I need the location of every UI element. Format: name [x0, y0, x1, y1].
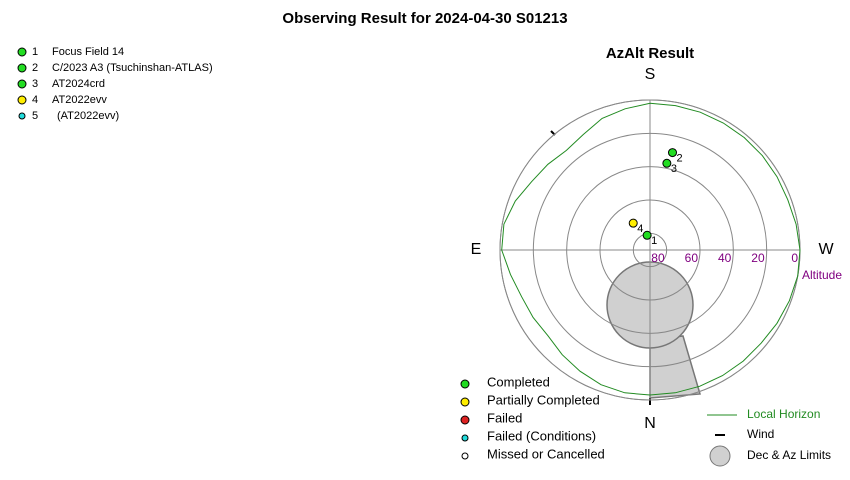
r-tick-label: 20 [751, 251, 765, 265]
target-marker [18, 112, 26, 120]
legend-label: Dec & Az Limits [747, 448, 831, 462]
legend-marker [461, 434, 469, 442]
legend-label: Partially Completed [487, 392, 600, 407]
horizon [501, 102, 801, 396]
target-name: C/2023 A3 (Tsuchinshan-ATLAS) [52, 62, 213, 74]
point-label: 2 [676, 152, 682, 164]
r-tick-label: 80 [651, 251, 665, 265]
legend-marker [461, 452, 469, 460]
r-tick-label: 0 [791, 251, 798, 265]
legend-label: Completed [487, 374, 550, 389]
legend-label: Missed or Cancelled [487, 446, 605, 461]
target-name: AT2022evv [52, 94, 107, 106]
target-number: 4 [32, 94, 38, 106]
chart-title: AzAlt Result [606, 45, 694, 62]
dir-label: W [818, 241, 834, 258]
target-number: 3 [32, 78, 38, 90]
target-name: Focus Field 14 [52, 46, 124, 58]
legend-marker [460, 397, 470, 407]
plot: 80 60 40 20 0 [499, 99, 801, 401]
target-name: (AT2022evv) [57, 110, 119, 122]
point-label: 1 [651, 235, 657, 247]
target-point [642, 230, 652, 240]
legend-label: Wind [747, 427, 774, 441]
target-marker [17, 63, 27, 73]
target-number: 2 [32, 62, 38, 74]
target-marker [17, 47, 27, 57]
target-number: 1 [32, 46, 38, 58]
legend-label: Failed (Conditions) [487, 428, 596, 443]
target-marker [17, 79, 27, 89]
point-label: 3 [671, 163, 677, 175]
legend-label: Local Horizon [747, 407, 820, 421]
page-title: Observing Result for 2024-04-30 S01213 [282, 10, 567, 27]
target-point [667, 148, 677, 158]
r-tick-label: 60 [685, 251, 699, 265]
target-point [628, 218, 638, 228]
r-tick-label: 40 [718, 251, 732, 265]
dir-label: N [644, 415, 656, 432]
target-name: AT2024crd [52, 78, 105, 90]
legend-limits [709, 445, 731, 467]
legend-marker [460, 379, 470, 389]
point-label: 4 [637, 223, 643, 235]
radial-label: Altitude [802, 268, 842, 282]
dir-label: E [471, 241, 482, 258]
legend-marker [460, 415, 470, 425]
legend-label: Failed [487, 410, 522, 425]
target-marker [17, 95, 27, 105]
target-number: 5 [32, 110, 38, 122]
dir-label: S [645, 66, 656, 83]
target-point [662, 158, 672, 168]
